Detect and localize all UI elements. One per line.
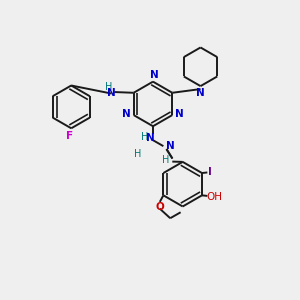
Text: N: N [122, 109, 130, 118]
Text: F: F [66, 131, 73, 141]
Text: H: H [105, 82, 112, 92]
Text: H: H [141, 132, 148, 142]
Text: N: N [146, 133, 155, 143]
Text: H: H [134, 149, 142, 160]
Text: N: N [107, 88, 116, 98]
Text: N: N [150, 70, 159, 80]
Text: I: I [208, 167, 212, 176]
Text: N: N [196, 88, 205, 98]
Text: H: H [162, 155, 169, 165]
Text: N: N [175, 109, 184, 118]
Text: N: N [166, 140, 174, 151]
Text: OH: OH [206, 192, 223, 202]
Text: O: O [155, 202, 164, 212]
